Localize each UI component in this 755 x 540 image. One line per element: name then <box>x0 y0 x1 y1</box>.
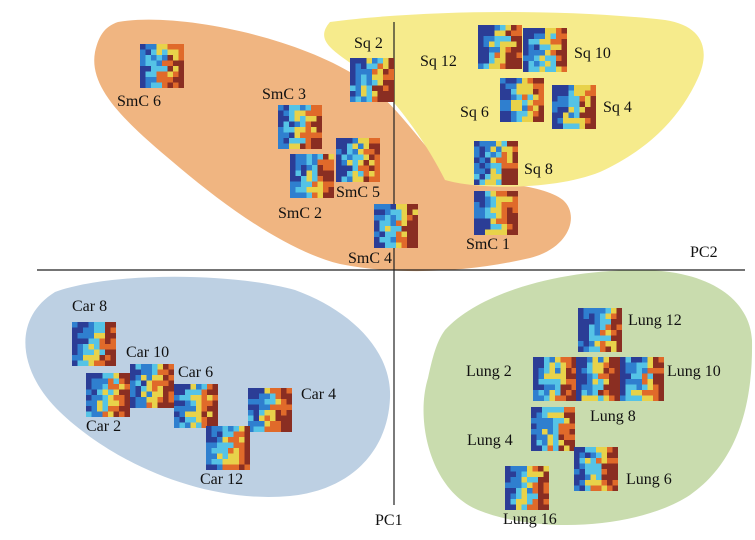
pc2-axis-label: PC2 <box>690 244 718 261</box>
sample-label-lung-8: Lung 8 <box>590 408 636 425</box>
sample-label-sq-10: Sq 10 <box>574 45 611 62</box>
sample-label-car-4: Car 4 <box>301 386 337 403</box>
heatmap-thumbnail-car-10 <box>130 364 174 408</box>
sample-label-car-8: Car 8 <box>72 298 108 315</box>
heatmap-thumbnail-car-8 <box>72 322 116 366</box>
heatmap-thumbnail-lung-12 <box>578 308 622 352</box>
sample-label-car-12: Car 12 <box>200 471 244 488</box>
heatmap-thumbnail-smc-4 <box>374 204 418 248</box>
sample-label-smc-4: SmC 4 <box>348 250 393 267</box>
sample-label-lung-16: Lung 16 <box>503 511 557 528</box>
heatmap-thumbnail-lung-2 <box>533 357 577 401</box>
sample-label-smc-2: SmC 2 <box>278 205 323 222</box>
heatmap-thumbnail-lung-10 <box>620 357 664 401</box>
heatmap-thumbnail-sq-12 <box>478 25 522 69</box>
heatmap-thumbnail-sq-6 <box>500 78 544 122</box>
heatmap-thumbnail-smc-6 <box>140 44 184 88</box>
sample-label-car-10: Car 10 <box>126 344 170 361</box>
heatmap-thumbnail-smc-3 <box>278 105 322 149</box>
heatmap-thumbnail-lung-6 <box>574 447 618 491</box>
heatmap-thumbnail-lung-4 <box>531 407 575 451</box>
sample-label-sq-4: Sq 4 <box>603 99 632 116</box>
sample-label-smc-3: SmC 3 <box>262 86 307 103</box>
heatmap-thumbnail-sq-10 <box>523 28 567 72</box>
heatmap-thumbnail-smc-5 <box>336 138 380 182</box>
sample-label-sq-6: Sq 6 <box>460 104 489 121</box>
heatmap-thumbnail-sq-8 <box>474 141 518 185</box>
sample-label-car-6: Car 6 <box>178 364 214 381</box>
cluster-smc <box>94 19 571 272</box>
heatmap-thumbnail-lung-16 <box>505 466 549 510</box>
heatmap-thumbnail-lung-8 <box>576 357 620 401</box>
heatmap-thumbnail-smc-2 <box>290 154 334 198</box>
heatmap-thumbnail-car-6 <box>174 384 218 428</box>
heatmap-thumbnail-sq-4 <box>552 85 596 129</box>
sample-label-smc-5: SmC 5 <box>336 184 381 201</box>
pc1-axis-label: PC1 <box>375 512 403 529</box>
sample-label-sq-2: Sq 2 <box>354 35 383 52</box>
heatmap-thumbnail-car-4 <box>248 388 292 432</box>
sample-label-lung-6: Lung 6 <box>626 471 672 488</box>
sample-label-smc-6: SmC 6 <box>117 93 162 110</box>
sample-label-car-2: Car 2 <box>86 418 122 435</box>
heatmap-thumbnail-smc-1 <box>474 191 518 235</box>
sample-label-lung-4: Lung 4 <box>467 432 513 449</box>
sample-label-lung-2: Lung 2 <box>466 363 512 380</box>
heatmap-thumbnail-car-12 <box>206 426 250 470</box>
sample-label-sq-12: Sq 12 <box>420 53 457 70</box>
sample-label-lung-12: Lung 12 <box>628 312 682 329</box>
sample-label-smc-1: SmC 1 <box>466 236 511 253</box>
sample-label-sq-8: Sq 8 <box>524 161 553 178</box>
sample-label-lung-10: Lung 10 <box>667 363 721 380</box>
heatmap-thumbnail-sq-2 <box>350 58 394 102</box>
heatmap-thumbnail-car-2 <box>86 373 130 417</box>
